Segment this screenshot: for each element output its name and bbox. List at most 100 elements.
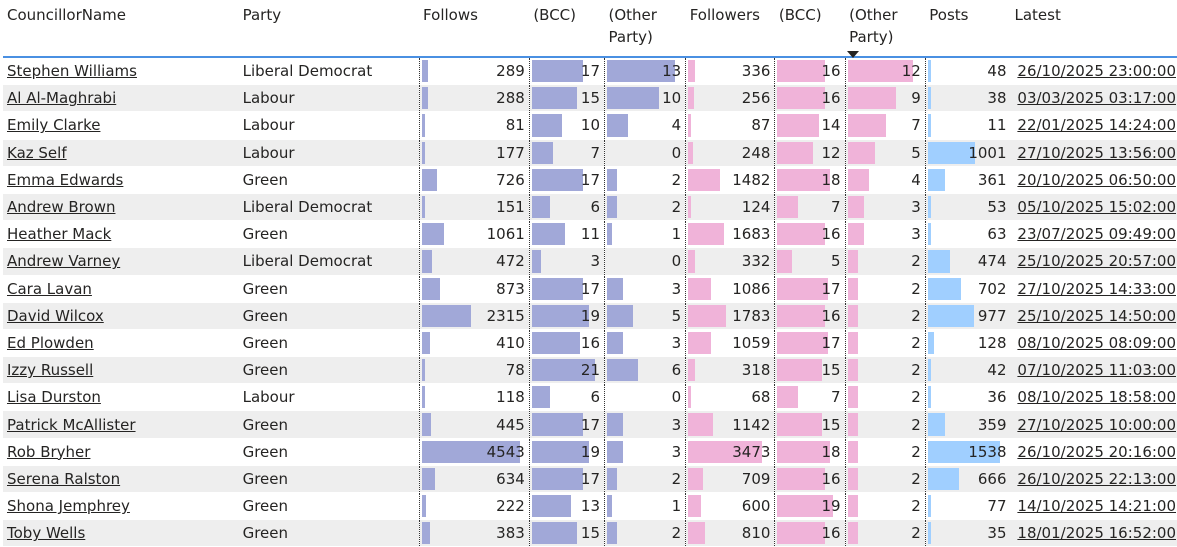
- data-bar: [688, 250, 695, 272]
- cell-value[interactable]: Ed Plowden: [7, 334, 94, 352]
- cell-councillor-name[interactable]: Emily Clarke: [3, 112, 239, 139]
- cell-latest[interactable]: 27/10/2025 14:33:00: [1011, 275, 1177, 302]
- cell-value[interactable]: 25/10/2025 14:50:00: [1017, 307, 1176, 325]
- cell-value[interactable]: Emily Clarke: [7, 116, 100, 134]
- cell-value[interactable]: 20/10/2025 06:50:00: [1017, 171, 1176, 189]
- cell-value[interactable]: 26/10/2025 20:16:00: [1017, 443, 1176, 461]
- cell-value[interactable]: 27/10/2025 14:33:00: [1017, 280, 1176, 298]
- cell-councillor-name[interactable]: Emma Edwards: [3, 166, 239, 193]
- cell-councillor-name[interactable]: Cara Lavan: [3, 275, 239, 302]
- cell-latest[interactable]: 25/10/2025 20:57:00: [1011, 248, 1177, 275]
- cell-value: 3: [672, 280, 682, 298]
- cell-party: Labour: [239, 384, 419, 411]
- cell-value[interactable]: Kaz Self: [7, 144, 67, 162]
- data-bar: [422, 60, 428, 82]
- cell-followers-other-party: 3: [845, 221, 925, 248]
- cell-follows: 78: [419, 357, 529, 384]
- cell-latest[interactable]: 08/10/2025 18:58:00: [1011, 384, 1177, 411]
- cell-value[interactable]: Cara Lavan: [7, 280, 92, 298]
- header-label: (BCC): [533, 6, 576, 24]
- cell-councillor-name[interactable]: Toby Wells: [3, 520, 239, 547]
- cell-latest[interactable]: 20/10/2025 06:50:00: [1011, 166, 1177, 193]
- data-bar: [848, 386, 859, 408]
- header-followers[interactable]: Followers: [686, 0, 775, 57]
- cell-councillor-name[interactable]: Andrew Brown: [3, 193, 239, 220]
- cell-value[interactable]: Emma Edwards: [7, 171, 123, 189]
- cell-councillor-name[interactable]: David Wilcox: [3, 302, 239, 329]
- cell-followers: 332: [686, 248, 775, 275]
- cell-value[interactable]: Patrick McAllister: [7, 416, 136, 434]
- cell-value: 4543: [487, 443, 525, 461]
- cell-councillor-name[interactable]: Patrick McAllister: [3, 411, 239, 438]
- cell-value[interactable]: Andrew Varney: [7, 252, 120, 270]
- header-councillor-name[interactable]: CouncillorName: [3, 0, 239, 57]
- cell-value: 77: [987, 497, 1006, 515]
- cell-councillor-name[interactable]: Rob Bryher: [3, 438, 239, 465]
- cell-value: Liberal Democrat: [243, 62, 373, 80]
- cell-value[interactable]: Stephen Williams: [7, 62, 137, 80]
- cell-value: 7: [831, 198, 841, 216]
- data-bar: [688, 468, 703, 490]
- header-follows[interactable]: Follows: [419, 0, 529, 57]
- cell-latest[interactable]: 26/10/2025 20:16:00: [1011, 438, 1177, 465]
- cell-councillor-name[interactable]: Ed Plowden: [3, 329, 239, 356]
- cell-councillor-name[interactable]: Heather Mack: [3, 221, 239, 248]
- cell-value[interactable]: 07/10/2025 11:03:00: [1017, 361, 1176, 379]
- cell-value[interactable]: 14/10/2025 14:21:00: [1017, 497, 1176, 515]
- cell-value[interactable]: 22/01/2025 14:24:00: [1017, 116, 1176, 134]
- header-posts[interactable]: Posts: [925, 0, 1010, 57]
- cell-value[interactable]: Al Al-Maghrabi: [7, 89, 116, 107]
- cell-councillor-name[interactable]: Shona Jemphrey: [3, 493, 239, 520]
- cell-latest[interactable]: 27/10/2025 13:56:00: [1011, 139, 1177, 166]
- cell-latest[interactable]: 26/10/2025 22:13:00: [1011, 465, 1177, 492]
- cell-latest[interactable]: 08/10/2025 08:09:00: [1011, 329, 1177, 356]
- cell-value[interactable]: 03/03/2025 03:17:00: [1017, 89, 1176, 107]
- cell-councillor-name[interactable]: Lisa Durston: [3, 384, 239, 411]
- cell-value[interactable]: 08/10/2025 18:58:00: [1017, 388, 1176, 406]
- cell-councillor-name[interactable]: Izzy Russell: [3, 357, 239, 384]
- cell-value[interactable]: Izzy Russell: [7, 361, 93, 379]
- cell-value[interactable]: Lisa Durston: [7, 388, 101, 406]
- cell-latest[interactable]: 22/01/2025 14:24:00: [1011, 112, 1177, 139]
- cell-value[interactable]: 27/10/2025 10:00:00: [1017, 416, 1176, 434]
- header-latest[interactable]: Latest: [1011, 0, 1177, 57]
- cell-latest[interactable]: 18/01/2025 16:52:00: [1011, 520, 1177, 547]
- cell-councillor-name[interactable]: Al Al-Maghrabi: [3, 85, 239, 112]
- cell-value[interactable]: 27/10/2025 13:56:00: [1017, 144, 1176, 162]
- cell-value[interactable]: Rob Bryher: [7, 443, 90, 461]
- data-bar: [688, 278, 711, 300]
- cell-latest[interactable]: 27/10/2025 10:00:00: [1011, 411, 1177, 438]
- cell-value[interactable]: 26/10/2025 22:13:00: [1017, 470, 1176, 488]
- cell-councillor-name[interactable]: Stephen Williams: [3, 57, 239, 85]
- cell-latest[interactable]: 03/03/2025 03:17:00: [1011, 85, 1177, 112]
- data-bar: [607, 305, 633, 327]
- header-follows-other-party[interactable]: (Other Party): [605, 0, 686, 57]
- cell-value[interactable]: 25/10/2025 20:57:00: [1017, 252, 1176, 270]
- cell-latest[interactable]: 25/10/2025 14:50:00: [1011, 302, 1177, 329]
- cell-value[interactable]: Andrew Brown: [7, 198, 115, 216]
- cell-value[interactable]: 08/10/2025 08:09:00: [1017, 334, 1176, 352]
- header-followers-bcc[interactable]: (BCC): [775, 0, 845, 57]
- cell-value[interactable]: 26/10/2025 23:00:00: [1017, 62, 1176, 80]
- cell-party: Green: [239, 465, 419, 492]
- cell-value[interactable]: Heather Mack: [7, 225, 111, 243]
- cell-value[interactable]: Serena Ralston: [7, 470, 120, 488]
- cell-value[interactable]: 23/07/2025 09:49:00: [1017, 225, 1176, 243]
- cell-latest[interactable]: 23/07/2025 09:49:00: [1011, 221, 1177, 248]
- cell-value: 634: [496, 470, 525, 488]
- cell-latest[interactable]: 07/10/2025 11:03:00: [1011, 357, 1177, 384]
- header-follows-bcc[interactable]: (BCC): [529, 0, 604, 57]
- cell-value[interactable]: David Wilcox: [7, 307, 104, 325]
- cell-latest[interactable]: 05/10/2025 15:02:00: [1011, 193, 1177, 220]
- data-bar: [688, 359, 695, 381]
- cell-councillor-name[interactable]: Serena Ralston: [3, 465, 239, 492]
- header-followers-other-party[interactable]: (Other Party): [845, 0, 925, 57]
- cell-value[interactable]: Shona Jemphrey: [7, 497, 130, 515]
- cell-value[interactable]: 05/10/2025 15:02:00: [1017, 198, 1176, 216]
- cell-latest[interactable]: 14/10/2025 14:21:00: [1011, 493, 1177, 520]
- cell-councillor-name[interactable]: Andrew Varney: [3, 248, 239, 275]
- cell-latest[interactable]: 26/10/2025 23:00:00: [1011, 57, 1177, 85]
- header-party[interactable]: Party: [239, 0, 419, 57]
- cell-councillor-name[interactable]: Kaz Self: [3, 139, 239, 166]
